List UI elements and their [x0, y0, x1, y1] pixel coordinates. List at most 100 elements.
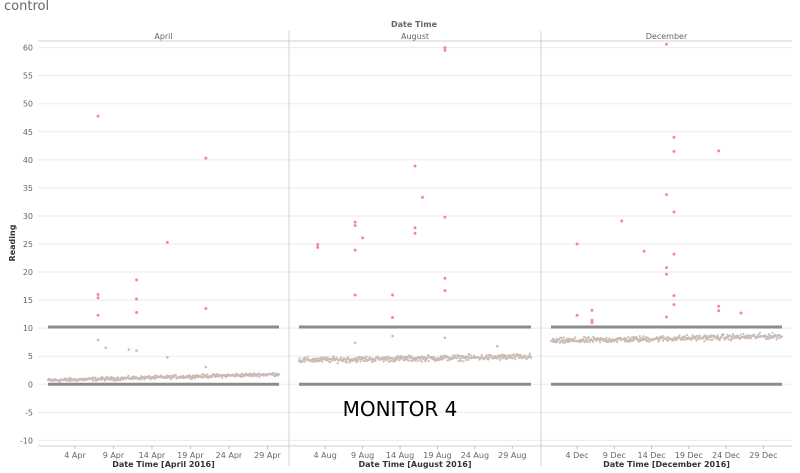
data-point [641, 337, 644, 340]
anomaly-point [620, 219, 624, 223]
data-point [346, 361, 349, 364]
data-point [716, 335, 720, 338]
data-point [661, 336, 664, 339]
data-point [243, 374, 246, 377]
outlier-point [135, 349, 138, 352]
anomaly-point [672, 294, 676, 298]
data-point [501, 357, 504, 360]
data-point [726, 333, 729, 336]
x-axis-title: Date Time [August 2016] [358, 460, 471, 469]
y-tick-label: 25 [23, 240, 33, 249]
y-tick-label: 10 [23, 324, 33, 333]
anomaly-point [717, 149, 721, 153]
monitor-label: MONITOR 4 [343, 397, 458, 421]
data-point [132, 375, 136, 378]
data-point [301, 360, 304, 363]
data-point [116, 376, 120, 379]
data-point [512, 353, 515, 356]
data-point [441, 355, 444, 358]
data-point [382, 356, 385, 359]
data-point [768, 337, 771, 340]
outlier-point [353, 341, 357, 345]
outlier-point [443, 336, 447, 340]
anomaly-point [413, 226, 417, 230]
data-point [457, 360, 460, 363]
data-point [420, 360, 424, 363]
data-point [419, 357, 422, 360]
data-point [746, 334, 749, 337]
x-tick-label: 29 Dec [749, 451, 777, 460]
anomaly-point [575, 313, 579, 317]
data-point [347, 356, 350, 360]
data-point [661, 339, 665, 342]
data-point [447, 359, 450, 362]
anomaly-point [135, 297, 139, 301]
page-title: control [4, 0, 50, 14]
data-point [686, 333, 689, 337]
outlier-point [96, 338, 100, 342]
data-point [518, 356, 521, 360]
y-tick-label: -5 [25, 408, 33, 417]
outlier-point [104, 346, 108, 350]
data-point [426, 356, 429, 359]
data-point [423, 356, 426, 359]
data-point [332, 356, 335, 359]
x-tick-label: 14 Dec [637, 451, 665, 460]
outlier-point [204, 365, 208, 369]
data-point [92, 379, 95, 382]
data-point [627, 340, 630, 343]
data-point [586, 339, 589, 343]
anomaly-point [443, 48, 447, 52]
anomaly-point [672, 135, 676, 139]
anomaly-point [665, 193, 668, 197]
outlier-point [166, 356, 169, 359]
anomaly-point [717, 309, 721, 313]
x-tick-label: 24 Aug [461, 451, 489, 460]
data-point [195, 374, 198, 377]
panel-header: August [401, 32, 429, 41]
data-point [427, 359, 430, 363]
data-point [691, 336, 694, 339]
anomaly-point [96, 313, 100, 317]
data-point [678, 334, 681, 337]
data-point [562, 339, 565, 342]
anomaly-point [361, 236, 365, 240]
data-point [591, 340, 594, 344]
anomaly-point [413, 231, 417, 235]
data-point [109, 378, 112, 381]
data-point [382, 360, 385, 363]
outlier-point [496, 344, 499, 348]
data-point [433, 355, 436, 359]
data-point [566, 340, 570, 344]
data-point [778, 337, 781, 340]
data-point [388, 360, 391, 363]
data-point [339, 356, 343, 359]
data-point [397, 354, 400, 358]
x-tick-label: 14 Aug [386, 451, 414, 460]
data-point [731, 337, 734, 340]
data-point [424, 360, 427, 363]
data-point [239, 373, 242, 376]
data-point [707, 338, 710, 341]
x-tick-label: 14 Apr [139, 451, 166, 460]
data-point [354, 359, 357, 362]
data-point [722, 333, 725, 336]
data-point [368, 356, 371, 359]
data-point [720, 336, 723, 339]
data-point [457, 355, 461, 358]
data-point [69, 379, 72, 383]
data-point [730, 335, 733, 338]
data-point [558, 341, 561, 344]
data-point [695, 334, 699, 337]
x-tick-label: 24 Apr [216, 451, 243, 460]
x-tick-label: 9 Dec [603, 451, 626, 460]
x-tick-label: 24 Dec [712, 451, 740, 460]
data-point [298, 357, 301, 360]
anomaly-point [672, 149, 676, 153]
data-point [561, 341, 564, 344]
outlier-point [391, 334, 394, 338]
data-point [314, 357, 317, 360]
data-point [739, 333, 742, 336]
anomaly-point [165, 240, 169, 244]
data-point [345, 358, 348, 361]
